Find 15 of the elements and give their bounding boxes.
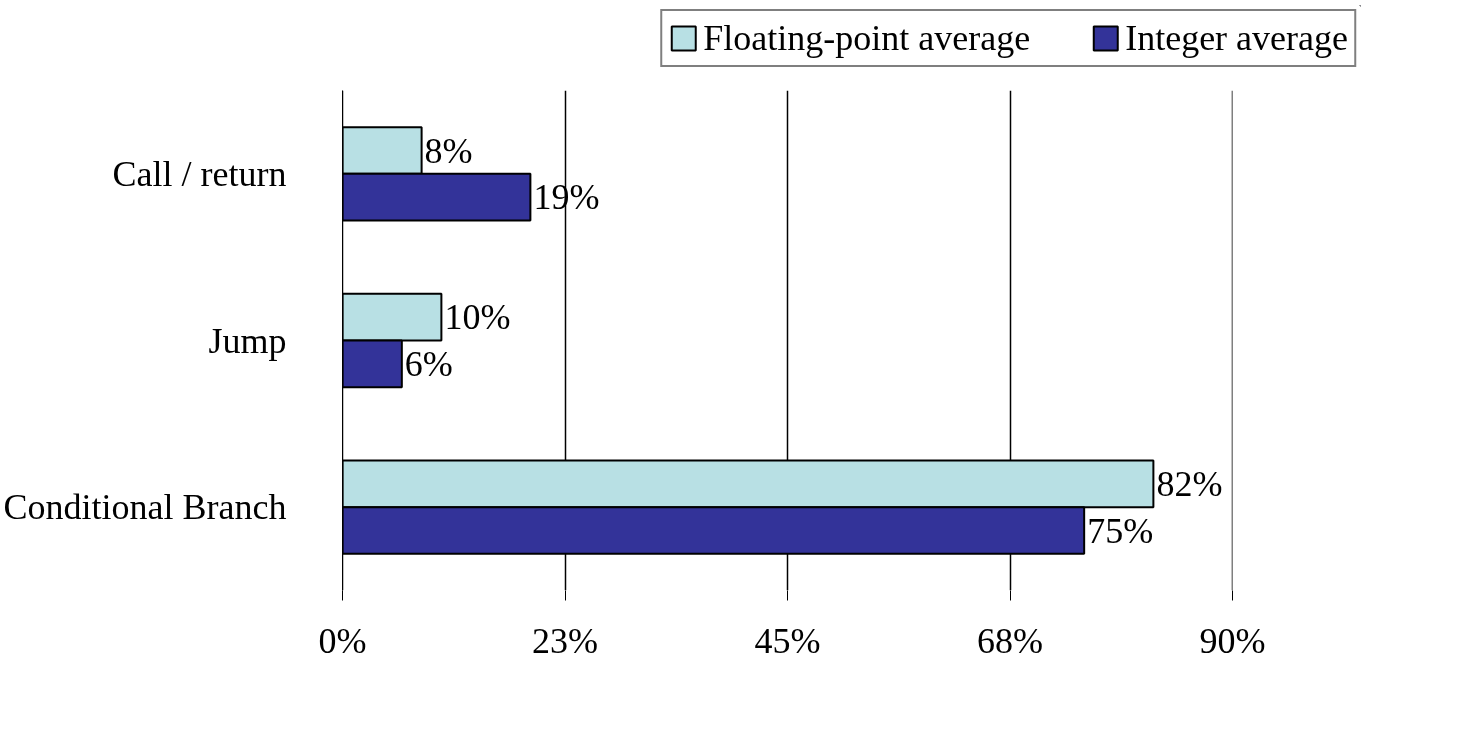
- y-tick-label: Conditional Branch: [3, 487, 287, 528]
- x-tick-label: 90%: [1199, 620, 1266, 661]
- x-tick-label: 23%: [532, 620, 599, 661]
- data-label: 75%: [1087, 510, 1154, 551]
- data-label: 10%: [444, 297, 511, 338]
- legend-label: Integer average: [1125, 17, 1348, 59]
- data-label: 6%: [404, 343, 453, 384]
- y-tick-label: Jump: [208, 320, 287, 361]
- legend-label: Floating-point average: [703, 17, 1031, 59]
- x-tick-label: 68%: [977, 620, 1044, 661]
- y-tick-label: Call / return: [112, 153, 287, 194]
- data-label: 8%: [424, 130, 473, 171]
- x-tick-label: 0%: [318, 620, 367, 661]
- x-tick-label: 45%: [754, 620, 821, 661]
- data-label: 82%: [1156, 463, 1223, 504]
